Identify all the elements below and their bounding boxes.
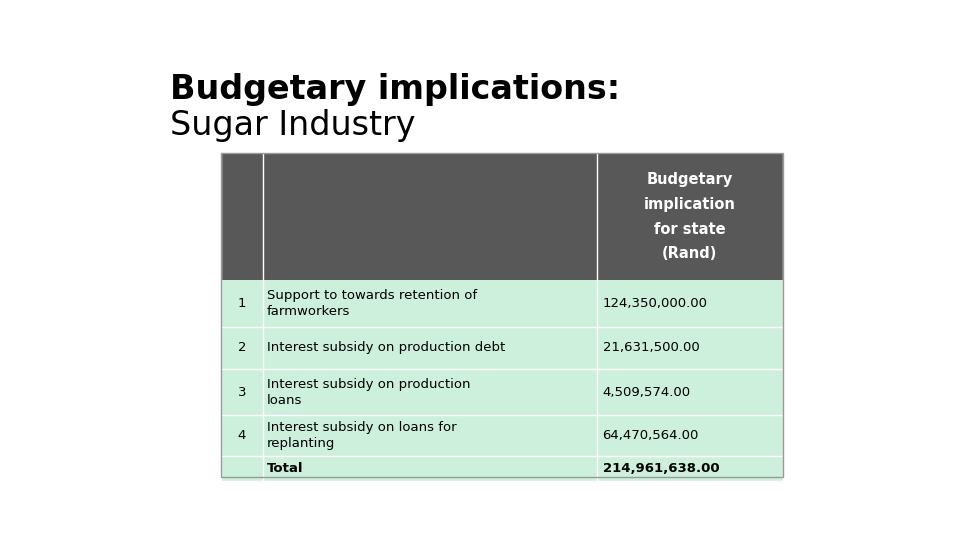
Text: Support to towards retention of
farmworkers: Support to towards retention of farmwork…: [267, 289, 477, 318]
Text: Interest subsidy on loans for
replanting: Interest subsidy on loans for replanting: [267, 421, 457, 450]
Text: 1: 1: [238, 297, 247, 310]
Text: 3: 3: [238, 386, 247, 399]
Text: Interest subsidy on production debt: Interest subsidy on production debt: [267, 341, 505, 354]
Text: Budgetary
implication
for state
(Rand): Budgetary implication for state (Rand): [644, 172, 735, 261]
Text: 4,509,574.00: 4,509,574.00: [603, 386, 690, 399]
Text: Budgetary implications:: Budgetary implications:: [170, 72, 620, 105]
Bar: [221, 415, 782, 456]
Bar: [221, 456, 782, 481]
Text: Interest subsidy on production
loans: Interest subsidy on production loans: [267, 377, 470, 407]
Text: Total: Total: [267, 462, 303, 475]
Text: Sugar Industry: Sugar Industry: [170, 110, 416, 143]
Text: 2: 2: [238, 341, 247, 354]
Text: 124,350,000.00: 124,350,000.00: [603, 297, 708, 310]
Text: 21,631,500.00: 21,631,500.00: [603, 341, 699, 354]
Text: 64,470,564.00: 64,470,564.00: [603, 429, 699, 442]
Text: 4: 4: [238, 429, 247, 442]
Text: 214,961,638.00: 214,961,638.00: [603, 462, 719, 475]
